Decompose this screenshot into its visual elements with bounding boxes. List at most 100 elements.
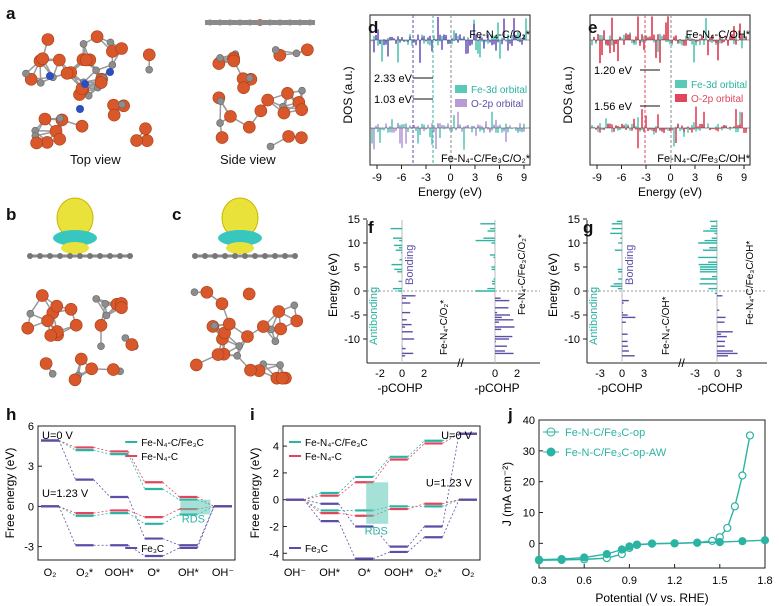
e-xtick-label: -6	[617, 172, 627, 184]
c-fe-atom	[257, 320, 270, 333]
f-left-xtick-label: 2	[421, 368, 427, 380]
b-fe-atom	[115, 301, 128, 314]
top-view-structure	[22, 30, 156, 150]
b-c-atom	[48, 369, 57, 378]
free-energy-chart-h: Free energy (eV) 6 3 0 -3 O₂ O₂* OOH* O* OH* OH⁻ U=…	[3, 421, 236, 579]
f-antibonding: Antibonding	[368, 287, 380, 345]
i-connector	[442, 499, 460, 538]
i-connector	[372, 459, 391, 483]
i-connector	[407, 526, 425, 547]
i-connector	[303, 499, 321, 514]
j-xtick-label: 0.3	[531, 575, 546, 587]
top-fe-atom	[30, 136, 43, 150]
f-xlabel-right: -pCOHP	[474, 381, 519, 395]
b-fe-atom	[74, 352, 88, 366]
i-category-label: O₂*	[425, 567, 443, 579]
d-gap1-label: 2.33 eV	[374, 73, 413, 85]
g-left-xtick-label: 3	[641, 368, 647, 380]
side-c-atom	[216, 54, 224, 62]
c-c-atom	[235, 342, 244, 350]
top-fe-atom	[36, 52, 49, 65]
panel-label-b: b	[6, 205, 17, 224]
e-xtick-label: -9	[592, 172, 602, 184]
panel-label-g: g	[583, 218, 594, 237]
i-connector	[373, 551, 390, 560]
d-xtick-label: -9	[372, 172, 382, 184]
d-xtick-label: 0	[447, 172, 453, 184]
g-ytick-label: -5	[570, 310, 580, 322]
c-c-atom	[222, 253, 228, 259]
d-xtick-label: 3	[472, 172, 478, 184]
b-fe-atom	[50, 299, 64, 313]
top-fe-atom	[130, 134, 143, 147]
i-connector	[372, 526, 391, 547]
g-antibonding: Antibonding	[588, 287, 600, 345]
f-left-xtick-label: 0	[399, 368, 405, 380]
b-fe-atom	[41, 314, 54, 328]
h-category-label: O*	[147, 567, 161, 579]
j-data-point	[708, 536, 717, 545]
f-axis-break: //	[457, 356, 464, 370]
lsv-chart-j: J (mA cm⁻²) Potential (V vs. RHE) 0.3 0.6 0.…	[500, 415, 773, 605]
e-legend-o-swatch	[675, 94, 687, 102]
i-connector	[372, 456, 391, 478]
n-atom	[106, 68, 114, 76]
h-category-label: OH⁻	[212, 567, 235, 579]
j-data-point	[715, 538, 724, 547]
e-xtick-label: 0	[667, 172, 673, 184]
side-c-atom	[216, 119, 224, 127]
b-c-atom	[77, 253, 83, 259]
i-connector	[303, 499, 321, 511]
c-c-atom	[242, 253, 248, 259]
panel-label-h: h	[6, 405, 17, 424]
c-c-atom	[252, 253, 258, 259]
j-xtick-label: 0.6	[577, 575, 592, 587]
h-connector	[93, 512, 111, 517]
f-ytick-label: 15	[348, 215, 360, 226]
g-left-title: Fe-N₄-C/OH*	[661, 296, 672, 355]
d-legend-fe: Fe-3d orbital	[471, 85, 527, 96]
panel-label-j: j	[508, 405, 513, 424]
i-connector	[338, 520, 356, 559]
top-c-atom	[92, 66, 100, 75]
b-c-atom	[26, 309, 35, 318]
i-connector	[442, 499, 460, 507]
side-view-structure	[207, 19, 314, 151]
b-fe-atom	[44, 329, 58, 342]
i-connector	[407, 536, 425, 553]
c-c-atom	[202, 253, 208, 259]
h-connector	[127, 512, 146, 525]
i-category-label: OH*	[319, 567, 341, 579]
e-legend-fe: Fe-3d orbital	[691, 80, 747, 91]
c-c-atom	[290, 301, 299, 310]
j-xtick-label: 1.2	[667, 575, 682, 587]
j-data-point	[625, 542, 634, 551]
g-right-xtick-label: -3	[690, 368, 700, 380]
i-ytick-label: 2	[273, 468, 279, 480]
j-xtick-label: 1.8	[757, 575, 772, 587]
h-ylabel: Free energy (eV)	[3, 448, 17, 539]
h-connector	[58, 506, 76, 514]
top-fe-atom	[107, 108, 121, 122]
h-legend-label: Fe-N₄-C/Fe₃C	[141, 438, 204, 449]
c-fe-atom	[200, 285, 214, 299]
c-fe-atom	[272, 305, 286, 318]
h-connector	[127, 453, 146, 490]
h-category-label: OOH*	[105, 567, 135, 579]
side-fe-atom	[227, 54, 241, 68]
b-c-atom	[97, 342, 105, 351]
i-connector	[338, 476, 356, 494]
top-fe-atom	[142, 48, 156, 62]
j-data-point	[738, 537, 747, 546]
n-atom	[76, 105, 84, 113]
free-energy-chart-i: Free energy (eV) 4 2 0 -2 -4 OH⁻ OH* O* OOH* O₂* O₂…	[248, 425, 481, 579]
h-connector	[162, 508, 180, 518]
c-fe-atom	[223, 317, 236, 331]
j-ytick-label: 40	[523, 415, 535, 427]
f-right-xtick-label: 2	[514, 368, 520, 380]
h-connector	[127, 496, 146, 539]
d-ylabel: DOS (a.u.)	[341, 66, 355, 123]
top-c-atom	[145, 65, 153, 74]
c-fe-atom	[276, 371, 289, 385]
f-ytick-label: -5	[350, 310, 360, 322]
